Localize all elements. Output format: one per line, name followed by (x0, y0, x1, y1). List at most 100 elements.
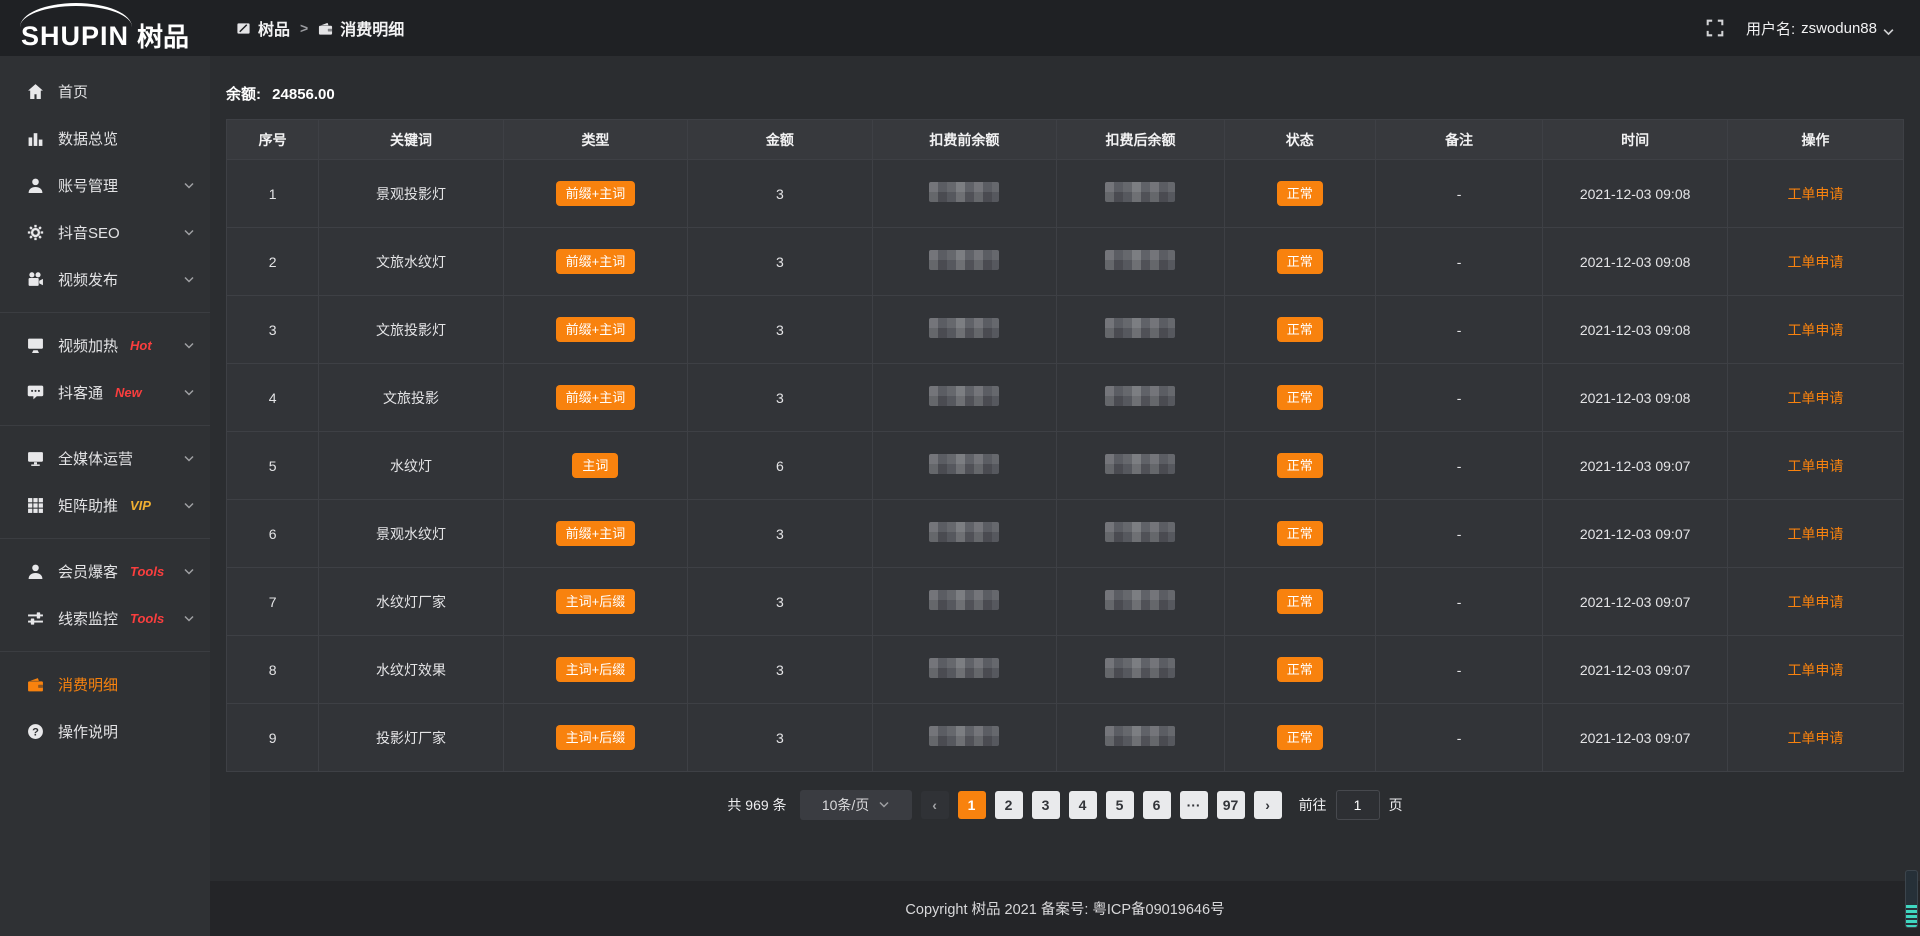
sidebar-item-video-heat[interactable]: 视频加热 Hot (0, 322, 210, 369)
sidebar-item-tag: Tools (130, 611, 165, 626)
cell-amount: 3 (687, 363, 873, 432)
cell-action: 工单申请 (1726, 431, 1905, 500)
chat-icon (27, 384, 44, 401)
breadcrumb-item-root[interactable]: 树品 (236, 16, 290, 40)
sidebar-item-label: 视频加热 (58, 338, 119, 355)
cell-keyword: 文旅水纹灯 (318, 227, 504, 296)
cell-amount: 3 (687, 703, 873, 772)
sidebar-item-douyin-seo[interactable]: 抖音SEO (0, 209, 210, 256)
table-row: 5 水纹灯 主词 6 正常 -2021-12-03 09:07 工单申请 (225, 431, 1905, 500)
breadcrumb-separator: > (300, 20, 309, 36)
sidebar-divider (0, 651, 210, 652)
grid-icon (27, 497, 44, 514)
cell-post-balance (1056, 499, 1225, 568)
display-icon (27, 450, 44, 467)
cell-post-balance (1056, 567, 1225, 636)
sidebar-item-clue-monitor[interactable]: 线索监控 Tools (0, 595, 210, 642)
type-badge: 前缀+主词 (555, 249, 636, 274)
redacted-value (1105, 250, 1176, 270)
sidebar-item-label: 消费明细 (58, 677, 119, 694)
chevron-down-icon (184, 342, 194, 350)
floating-service-widget[interactable] (1905, 870, 1918, 928)
sidebar-item-guide[interactable]: ? 操作说明 (0, 708, 210, 755)
goto-label: 前往 (1298, 797, 1327, 813)
cell-type: 前缀+主词 (502, 295, 689, 364)
work-order-link[interactable]: 工单申请 (1787, 253, 1844, 270)
bar-chart-icon (27, 130, 44, 147)
table-row: 4 文旅投影 前缀+主词 3 正常 -2021-12-03 09:08 工单申请 (225, 363, 1905, 432)
work-order-link[interactable]: 工单申请 (1787, 389, 1844, 406)
sidebar-item-member-burst[interactable]: 会员爆客 Tools (0, 548, 210, 595)
cell-post-balance (1056, 703, 1225, 772)
type-badge: 主词+后缀 (555, 725, 636, 750)
sidebar-item-media-operation[interactable]: 全媒体运营 (0, 435, 210, 482)
cell-amount: 3 (687, 159, 873, 228)
work-order-link[interactable]: 工单申请 (1787, 321, 1844, 338)
page-button-1[interactable]: 1 (957, 791, 986, 819)
cell-status: 正常 (1223, 703, 1376, 772)
chevron-down-icon (184, 615, 194, 623)
sidebar-item-matrix-boost[interactable]: 矩阵助推 VIP (0, 482, 210, 529)
cell-index: 7 (225, 567, 320, 636)
page-button-4[interactable]: 4 (1068, 791, 1097, 819)
status-badge: 正常 (1276, 725, 1323, 750)
sidebar-item-account-manage[interactable]: 账号管理 (0, 162, 210, 209)
cell-remark: - (1374, 295, 1544, 364)
cell-remark: - (1374, 499, 1544, 568)
work-order-link[interactable]: 工单申请 (1787, 457, 1844, 474)
sidebar-item-label: 数据总览 (58, 131, 119, 148)
app-logo[interactable]: SHUPIN 树品 (0, 0, 210, 56)
sidebar-item-home[interactable]: 首页 (0, 68, 210, 115)
next-page-button[interactable]: › (1253, 791, 1282, 819)
work-order-link[interactable]: 工单申请 (1787, 729, 1844, 746)
cell-type: 主词 (502, 431, 689, 500)
redacted-value (1105, 726, 1176, 746)
page-size-value: 10条/页 (821, 797, 870, 813)
page-button-97[interactable]: 97 (1216, 791, 1245, 819)
work-order-link[interactable]: 工单申请 (1787, 593, 1844, 610)
cell-amount: 3 (687, 635, 873, 704)
work-order-link[interactable]: 工单申请 (1787, 661, 1844, 678)
footer: Copyright 树品 2021 备案号: 粤ICP备09019646号 (210, 881, 1920, 936)
sidebar-item-label: 会员爆客 (58, 564, 119, 581)
page-button-2[interactable]: 2 (994, 791, 1023, 819)
sidebar-item-data-overview[interactable]: 数据总览 (0, 115, 210, 162)
cell-post-balance (1056, 363, 1225, 432)
cell-keyword: 投影灯厂家 (318, 703, 504, 772)
prev-page-button[interactable]: ‹ (920, 791, 949, 819)
page-button-5[interactable]: 5 (1105, 791, 1134, 819)
sidebar-item-label: 抖客通 (58, 385, 104, 402)
cell-remark: - (1374, 431, 1544, 500)
work-order-link[interactable]: 工单申请 (1787, 185, 1844, 202)
column-header-2: 类型 (502, 119, 689, 160)
sidebar-item-douketong[interactable]: 抖客通 New (0, 369, 210, 416)
sidebar-item-tag: Tools (130, 564, 165, 579)
sidebar-item-label: 矩阵助推 (58, 498, 119, 515)
sidebar-item-video-publish[interactable]: 视频发布 (0, 256, 210, 303)
page-button-6[interactable]: 6 (1142, 791, 1171, 819)
cell-time: 2021-12-03 09:08 (1542, 295, 1728, 364)
fullscreen-icon[interactable] (1706, 19, 1724, 37)
cell-keyword: 水纹灯 (318, 431, 504, 500)
column-header-8: 时间 (1542, 119, 1728, 160)
cell-status: 正常 (1223, 227, 1376, 296)
sidebar-item-consume-detail[interactable]: 消费明细 (0, 661, 210, 708)
page-button-3[interactable]: 3 (1031, 791, 1060, 819)
page-size-select[interactable]: 10条/页 (799, 790, 912, 820)
cell-time: 2021-12-03 09:07 (1542, 635, 1728, 704)
redacted-value (1105, 454, 1176, 474)
sidebar-divider (0, 538, 210, 539)
column-header-1: 关键词 (318, 119, 504, 160)
page-ellipsis-button[interactable]: ··· (1179, 791, 1208, 819)
work-order-link[interactable]: 工单申请 (1787, 525, 1844, 542)
goto-page-input[interactable] (1335, 790, 1380, 820)
user-menu[interactable]: 用户名: zswodun88 (1746, 18, 1894, 39)
chevron-down-icon (184, 502, 194, 510)
redacted-value (929, 590, 1000, 610)
cell-type: 主词+后缀 (502, 635, 689, 704)
breadcrumb-item-current[interactable]: 消费明细 (318, 16, 404, 40)
breadcrumb: 树品 > 消费明细 (236, 16, 404, 40)
cell-keyword: 文旅投影灯 (318, 295, 504, 364)
cell-remark: - (1374, 635, 1544, 704)
